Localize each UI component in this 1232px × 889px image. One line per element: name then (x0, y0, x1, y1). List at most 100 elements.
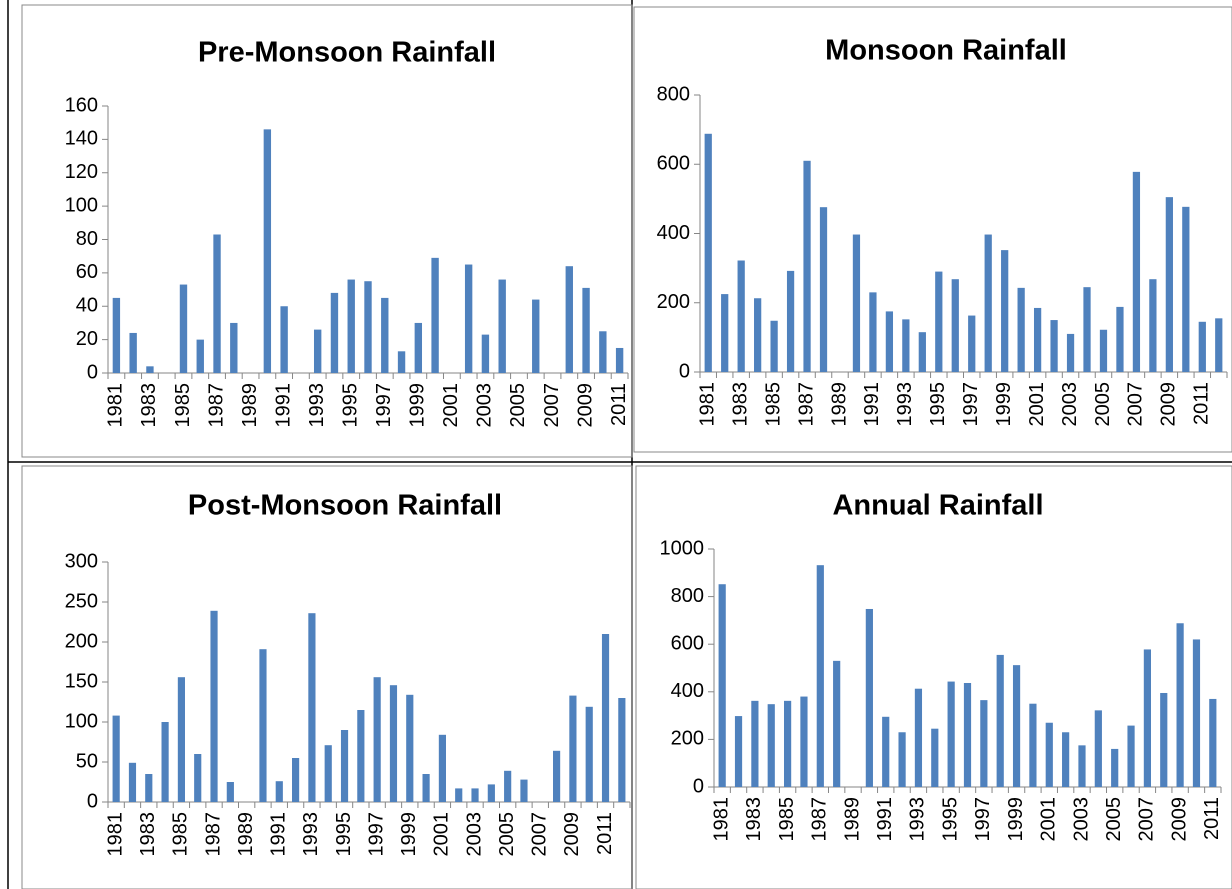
x-tick-label: 1991 (268, 812, 290, 857)
bar (996, 654, 1004, 787)
bar (520, 779, 528, 802)
bar (800, 696, 808, 787)
y-tick-label: 0 (87, 361, 98, 383)
bar (770, 320, 778, 372)
bar (963, 682, 972, 787)
bar (406, 694, 414, 802)
chart-title: Pre-Monsoon Rainfall (198, 37, 496, 69)
y-tick-label: 400 (657, 222, 690, 244)
x-tick-label: 1983 (138, 383, 160, 428)
bar (498, 279, 506, 373)
bar (128, 762, 137, 802)
bar (1116, 306, 1124, 372)
y-tick-label: 80 (76, 228, 98, 250)
bar (980, 700, 988, 787)
x-tick-label: 1993 (300, 812, 322, 857)
bar (464, 264, 473, 373)
bar (431, 257, 439, 373)
bar (259, 649, 267, 802)
x-tick-label: 2001 (1038, 797, 1060, 842)
x-tick-label: 1993 (894, 382, 916, 427)
x-tick-label: 1993 (306, 383, 328, 428)
y-tick-label: 100 (65, 194, 98, 216)
bar (1215, 318, 1223, 372)
x-tick-label: 2007 (1125, 382, 1147, 427)
bar (618, 698, 626, 802)
y-tick-label: 200 (657, 291, 690, 313)
x-tick-label: 1997 (972, 797, 994, 842)
y-tick-label: 60 (76, 261, 98, 283)
y-tick-label: 0 (87, 790, 98, 812)
x-tick-label: 1995 (340, 383, 362, 428)
x-tick-label: 1997 (365, 812, 387, 857)
bar (177, 677, 185, 802)
bar (230, 322, 238, 373)
bar (487, 784, 495, 802)
y-tick-label: 20 (76, 328, 98, 350)
bar (1165, 197, 1173, 372)
x-tick-label: 1983 (743, 797, 765, 842)
x-tick-label: 1997 (960, 382, 982, 427)
bar (601, 634, 610, 802)
x-tick-label: 2005 (507, 383, 529, 428)
x-tick-label: 2011 (608, 383, 630, 426)
bar (194, 754, 202, 802)
chart-frame (633, 6, 1232, 453)
bar (213, 234, 221, 373)
x-tick-label: 1987 (202, 812, 224, 857)
chart-frame (21, 465, 633, 889)
y-tick-label: 400 (671, 680, 704, 702)
bar (803, 160, 811, 372)
bar (1083, 287, 1091, 372)
y-tick-label: 150 (65, 670, 98, 692)
chart-title: Monsoon Rainfall (825, 35, 1067, 67)
bar (1033, 307, 1042, 372)
bar (885, 311, 894, 372)
bar (553, 750, 561, 802)
bar (1062, 732, 1070, 787)
bar (471, 788, 479, 802)
bar (947, 681, 955, 787)
bar (357, 710, 365, 802)
bar (599, 331, 607, 373)
bar (1111, 748, 1119, 787)
bar (819, 207, 828, 372)
bar (914, 688, 923, 787)
chart: Monsoon Rainfall 0 200 400 600 800 1981 1983 198… (657, 35, 1228, 427)
y-tick-label: 800 (657, 83, 690, 105)
bar (585, 706, 593, 802)
chart-frame (21, 4, 633, 458)
bar (504, 770, 512, 802)
x-tick-label: 2003 (463, 812, 485, 857)
y-tick-label: 600 (671, 632, 704, 654)
x-tick-label: 1995 (333, 812, 355, 857)
x-tick-label: 1981 (710, 797, 732, 842)
y-tick-label: 800 (671, 585, 704, 607)
bar (1066, 333, 1075, 372)
x-tick-label: 2009 (1158, 382, 1180, 427)
bar (1099, 329, 1108, 372)
y-tick-label: 40 (76, 295, 98, 317)
x-tick-label: 2011 (1191, 382, 1213, 425)
x-tick-label: 2007 (541, 383, 563, 428)
bar (414, 322, 423, 373)
x-tick-label: 2003 (1059, 382, 1081, 427)
chart-frame (635, 465, 1232, 889)
y-tick-label: 600 (657, 153, 690, 175)
x-tick-label: 1987 (205, 383, 227, 428)
x-tick-label: 1983 (137, 812, 159, 857)
x-tick-label: 1985 (776, 797, 798, 842)
bar (397, 351, 406, 373)
y-tick-label: 140 (65, 128, 98, 150)
chart-title: Post-Monsoon Rainfall (188, 490, 502, 522)
bar (347, 279, 355, 373)
bar (280, 306, 288, 373)
bar (951, 279, 959, 372)
bar (786, 270, 795, 372)
bar (852, 234, 861, 372)
bar (1012, 665, 1021, 787)
x-tick-label: 2007 (1136, 797, 1158, 842)
x-tick-label: 1987 (795, 382, 817, 427)
